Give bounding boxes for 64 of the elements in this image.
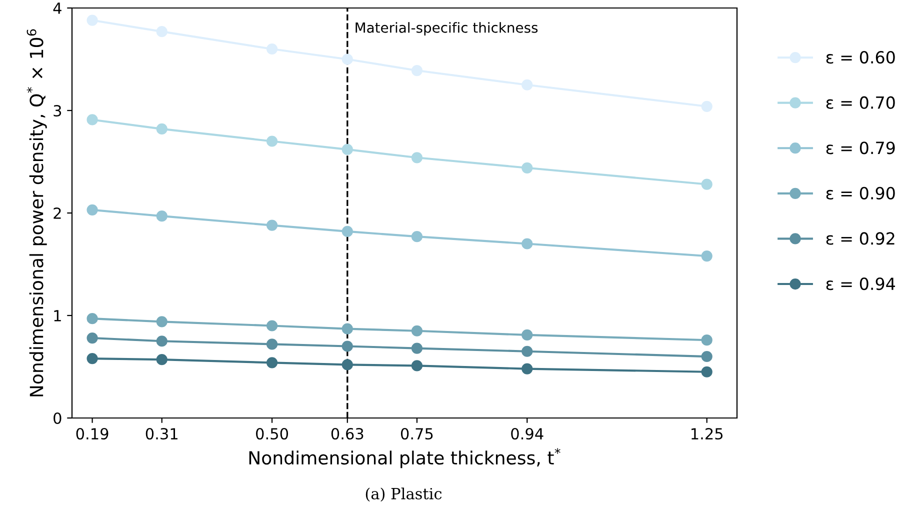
point [156, 123, 168, 135]
point [411, 325, 423, 336]
point [701, 178, 712, 190]
point [342, 226, 353, 238]
x-tick-label: 0.63 [331, 428, 364, 440]
point [411, 152, 423, 164]
point [266, 136, 278, 147]
point [522, 162, 533, 174]
point [86, 114, 98, 126]
legend-label: ε = 0.70 [826, 96, 895, 109]
point [266, 357, 278, 368]
point [266, 220, 278, 231]
point [701, 100, 712, 112]
legend-label: ε = 0.94 [826, 277, 896, 290]
point [86, 332, 98, 344]
point [411, 342, 423, 354]
y-tick-label: 2 [54, 207, 61, 219]
point [701, 366, 712, 378]
ref-line-label: Material-specific thickness [356, 22, 538, 36]
point [342, 359, 353, 370]
point [266, 320, 278, 332]
text: (a) Plastic [366, 488, 442, 502]
x-tick-label: 0.94 [511, 428, 544, 440]
y-tick-label: 3 [54, 104, 62, 117]
legend-label: ε = 0.90 [826, 186, 895, 200]
point [266, 338, 278, 350]
point [86, 313, 98, 324]
point [342, 340, 353, 352]
point [156, 336, 168, 347]
x-tick-label: 0.75 [400, 428, 433, 440]
x-tick-label: 0.19 [76, 428, 108, 440]
y-tick-label: 0 [54, 412, 62, 424]
point [266, 43, 278, 55]
point [411, 360, 423, 372]
point [701, 350, 712, 362]
y-tick-label: 1 [54, 310, 61, 322]
point [411, 64, 423, 76]
point [522, 329, 533, 341]
legend-label: ε = 0.79 [826, 142, 895, 154]
point [522, 346, 533, 357]
point [86, 204, 98, 216]
y-tick-label: 4 [53, 2, 62, 14]
point [411, 231, 423, 242]
point [86, 352, 98, 364]
point [342, 54, 353, 65]
x-tick-label: 0.50 [256, 428, 288, 440]
x-tick-label: 0.31 [146, 428, 178, 440]
point [156, 354, 168, 366]
point [156, 316, 168, 328]
point [522, 238, 533, 250]
x-tick-label: 1.25 [692, 428, 723, 440]
legend-label: ε = 0.60 [826, 50, 895, 64]
x-axis-title: Nondimensional plate thickness, t$^{*}$ [249, 448, 560, 468]
point [342, 323, 353, 334]
point [522, 79, 533, 90]
point [522, 363, 533, 374]
point [701, 334, 712, 346]
point [342, 144, 353, 156]
point [701, 250, 712, 262]
point [156, 210, 168, 222]
y-axis-title: Nondimensional power density, Q$^{*}$ × 10$^{6}$ [26, 29, 47, 396]
point [86, 14, 98, 26]
legend-label: ε = 0.92 [826, 232, 894, 245]
point [156, 26, 168, 38]
